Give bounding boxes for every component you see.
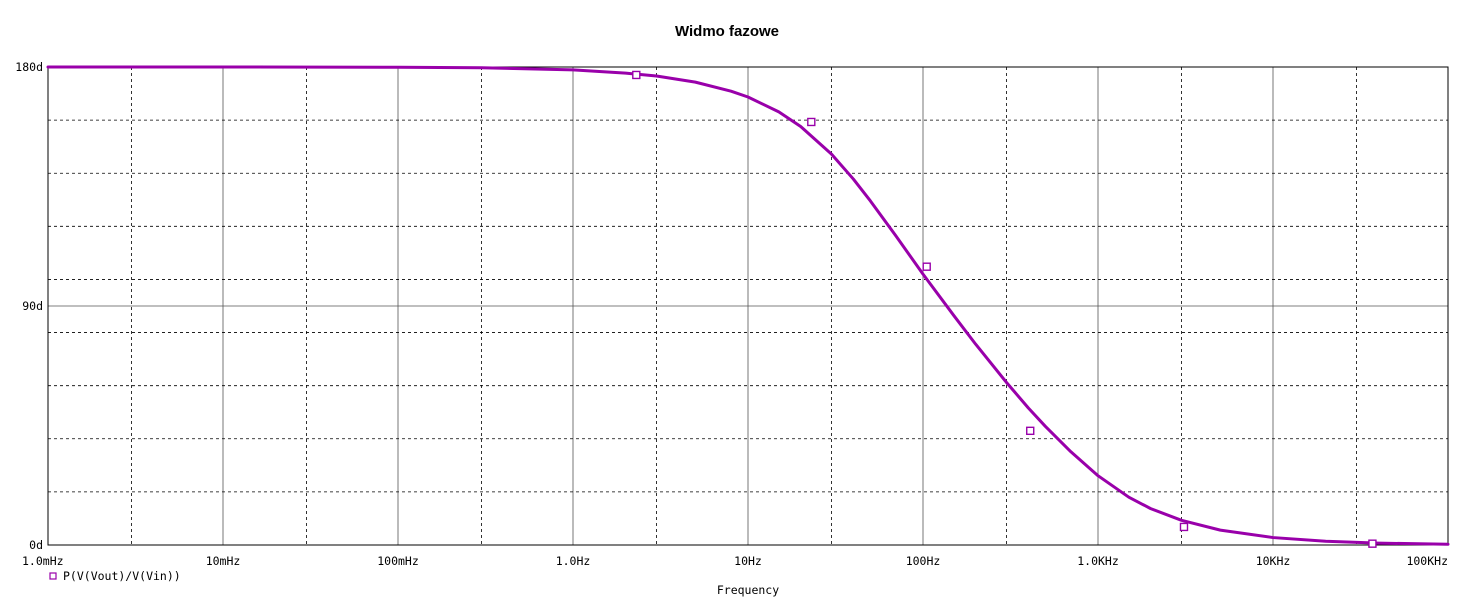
chart-title: Widmo fazowe xyxy=(675,23,779,40)
x-tick-label: 1.0Hz xyxy=(556,554,591,568)
x-tick-label: 10KHz xyxy=(1256,554,1291,568)
series-marker xyxy=(922,262,931,271)
x-tick-label: 10Hz xyxy=(734,554,762,568)
x-tick-label: 100KHz xyxy=(1406,554,1448,568)
x-axis-label: Frequency xyxy=(717,583,779,597)
x-tick-label: 100mHz xyxy=(377,554,419,568)
x-tick-label: 10mHz xyxy=(206,554,241,568)
plot-frame xyxy=(47,66,1449,546)
tick-labels: 1.0mHz 10mHz 100mHz 1.0Hz 10Hz 100Hz 1.0KHz 10K… xyxy=(15,60,1448,568)
legend: P(V(Vout)/V(Vin)) xyxy=(49,569,181,583)
x-tick-label: 100Hz xyxy=(906,554,941,568)
y-tick-label: 180d xyxy=(15,60,43,74)
x-tick-label: 1.0KHz xyxy=(1077,554,1119,568)
series-marker xyxy=(1179,522,1189,532)
series-marker xyxy=(632,70,641,80)
y-tick-label: 0d xyxy=(29,538,43,552)
legend-label: P(V(Vout)/V(Vin)) xyxy=(63,569,181,583)
series-line xyxy=(46,65,1450,546)
series-layer xyxy=(46,65,1450,548)
x-tick-label: 1.0mHz xyxy=(22,554,64,568)
series-marker xyxy=(1368,539,1377,548)
y-tick-label: 90d xyxy=(22,299,43,313)
series-marker xyxy=(807,117,816,127)
legend-marker-icon xyxy=(49,572,57,580)
series-marker xyxy=(1026,426,1035,436)
